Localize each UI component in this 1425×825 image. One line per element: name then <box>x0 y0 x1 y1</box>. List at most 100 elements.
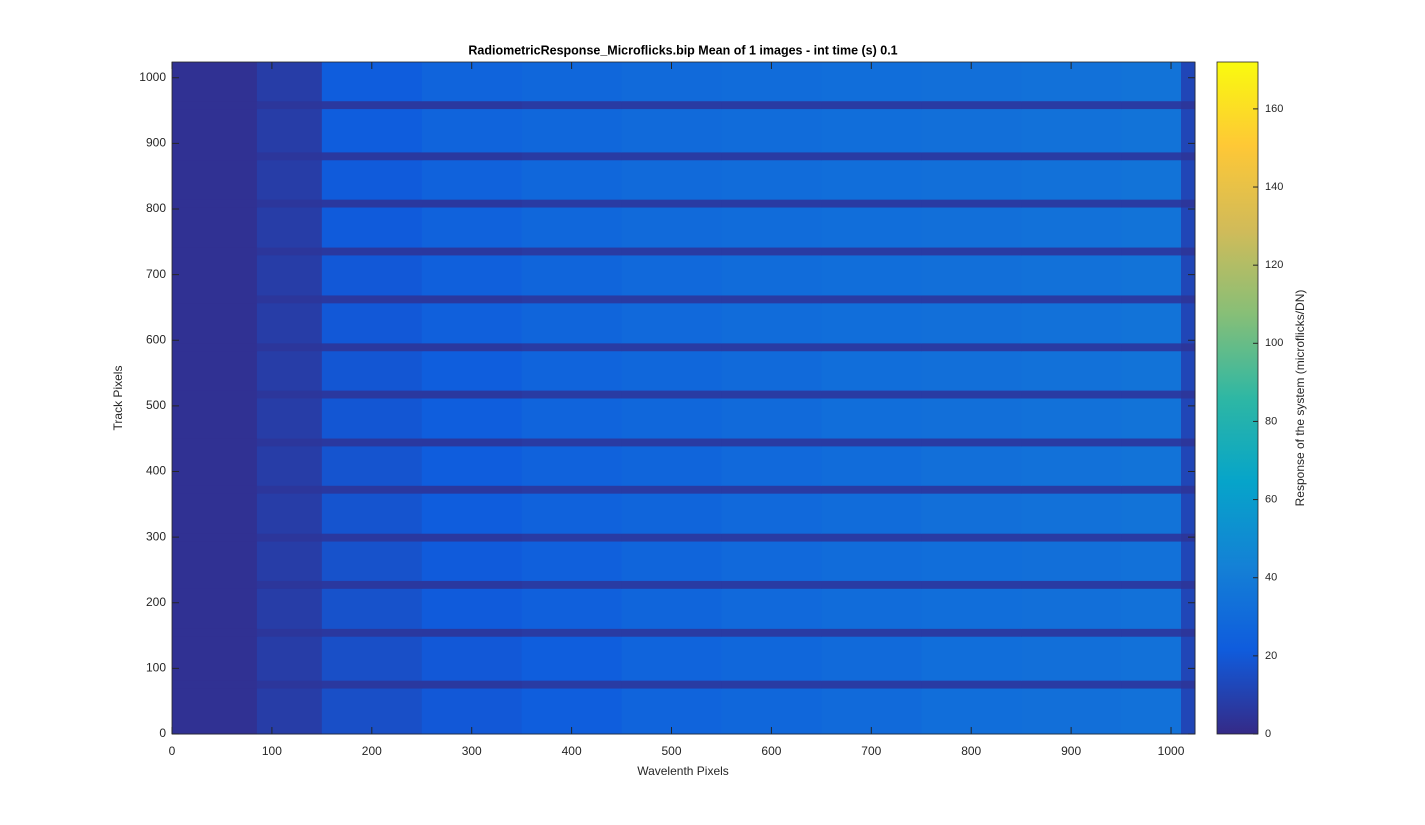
heatmap-cell <box>1121 151 1182 161</box>
heatmap-cell <box>1121 342 1182 352</box>
heatmap-cell <box>1021 636 1122 681</box>
heatmap-cell <box>621 533 722 542</box>
heatmap-cell <box>1181 398 1196 439</box>
heatmap-cell <box>1181 350 1196 391</box>
heatmap-cell <box>1181 254 1196 296</box>
heatmap-cell <box>921 342 1022 352</box>
heatmap-cell <box>921 390 1022 399</box>
heatmap-cell <box>321 247 423 256</box>
heatmap-cell <box>1121 485 1182 494</box>
heatmap-cell <box>721 199 822 208</box>
heatmap-cell <box>172 151 258 161</box>
heatmap-cell <box>1121 493 1182 534</box>
heatmap-cell <box>621 199 722 208</box>
heatmap-cell <box>321 100 423 110</box>
heatmap-cell <box>821 636 922 681</box>
heatmap-cell <box>256 207 323 248</box>
y-tick-label: 400 <box>146 464 166 478</box>
heatmap-cell <box>256 350 323 391</box>
heatmap-cell <box>521 151 623 161</box>
heatmap-cell <box>1121 680 1182 689</box>
heatmap-cell <box>821 302 922 344</box>
heatmap-cell <box>421 100 523 110</box>
heatmap-cell <box>821 199 922 208</box>
heatmap-cell <box>421 680 523 689</box>
heatmap-cell <box>821 159 922 200</box>
heatmap-cell <box>1021 680 1122 689</box>
heatmap-cell <box>1181 302 1196 344</box>
heatmap-cell <box>321 350 423 391</box>
heatmap-cell <box>321 588 423 629</box>
heatmap-cell <box>321 254 423 296</box>
heatmap-cell <box>721 100 822 110</box>
heatmap-cell <box>821 628 922 637</box>
heatmap-cell <box>1021 199 1122 208</box>
heatmap-cell <box>1021 207 1122 248</box>
heatmap-cell <box>521 108 623 153</box>
heatmap-cell <box>621 688 722 735</box>
heatmap-cell <box>172 342 258 352</box>
heatmap-cell <box>1181 108 1196 153</box>
heatmap-cell <box>921 580 1022 589</box>
heatmap-cell <box>172 688 258 735</box>
heatmap-cell <box>256 636 323 681</box>
heatmap-cell <box>321 636 423 681</box>
heatmap-cell <box>621 636 722 681</box>
heatmap-cell <box>821 151 922 161</box>
heatmap-cell <box>721 485 822 494</box>
x-tick-label: 500 <box>661 744 681 758</box>
heatmap-cell <box>321 445 423 486</box>
heatmap-cell <box>921 541 1022 581</box>
heatmap-cell <box>256 445 323 486</box>
heatmap-cell <box>1021 398 1122 439</box>
heatmap-cell <box>256 62 323 102</box>
heatmap-cell <box>172 636 258 681</box>
x-tick-label: 1000 <box>1158 744 1185 758</box>
heatmap-cell <box>521 207 623 248</box>
heatmap-cell <box>521 398 623 439</box>
heatmap-cell <box>621 100 722 110</box>
heatmap-cell <box>1181 207 1196 248</box>
heatmap-cell <box>1021 302 1122 344</box>
x-tick-label: 100 <box>262 744 282 758</box>
heatmap-cell <box>256 390 323 399</box>
heatmap-cell <box>256 541 323 581</box>
heatmap-cell <box>721 294 822 304</box>
heatmap-cell <box>621 302 722 344</box>
y-tick-label: 600 <box>146 332 166 346</box>
heatmap-cell <box>421 485 523 494</box>
heatmap-cell <box>821 108 922 153</box>
x-tick-label: 800 <box>961 744 981 758</box>
heatmap-cell <box>321 688 423 735</box>
heatmap-cell <box>621 254 722 296</box>
heatmap-cell <box>1121 108 1182 153</box>
heatmap-cell <box>721 254 822 296</box>
heatmap-cell <box>721 493 822 534</box>
y-tick-label: 300 <box>146 529 166 543</box>
heatmap-cell <box>821 350 922 391</box>
y-axis-label: Track Pixels <box>111 366 125 431</box>
heatmap-cell <box>321 580 423 589</box>
heatmap-cell <box>921 680 1022 689</box>
heatmap-cell <box>721 588 822 629</box>
heatmap-cell <box>521 445 623 486</box>
heatmap-cell <box>621 580 722 589</box>
heatmap-cell <box>421 445 523 486</box>
heatmap-cell <box>821 294 922 304</box>
heatmap-cell <box>421 207 523 248</box>
heatmap-cell <box>821 485 922 494</box>
y-tick-label: 100 <box>146 661 166 675</box>
heatmap-cell <box>821 254 922 296</box>
heatmap-cell <box>721 350 822 391</box>
heatmap-cell <box>521 628 623 637</box>
heatmap-cell <box>172 100 258 110</box>
heatmap-cell <box>172 254 258 296</box>
heatmap-cell <box>721 108 822 153</box>
heatmap-cell <box>1181 100 1196 110</box>
heatmap-cell <box>256 580 323 589</box>
plot-frame <box>171 61 1196 735</box>
heatmap-cell <box>1021 541 1122 581</box>
heatmap-cell <box>421 628 523 637</box>
heatmap-cell <box>621 445 722 486</box>
heatmap-cell <box>621 294 722 304</box>
